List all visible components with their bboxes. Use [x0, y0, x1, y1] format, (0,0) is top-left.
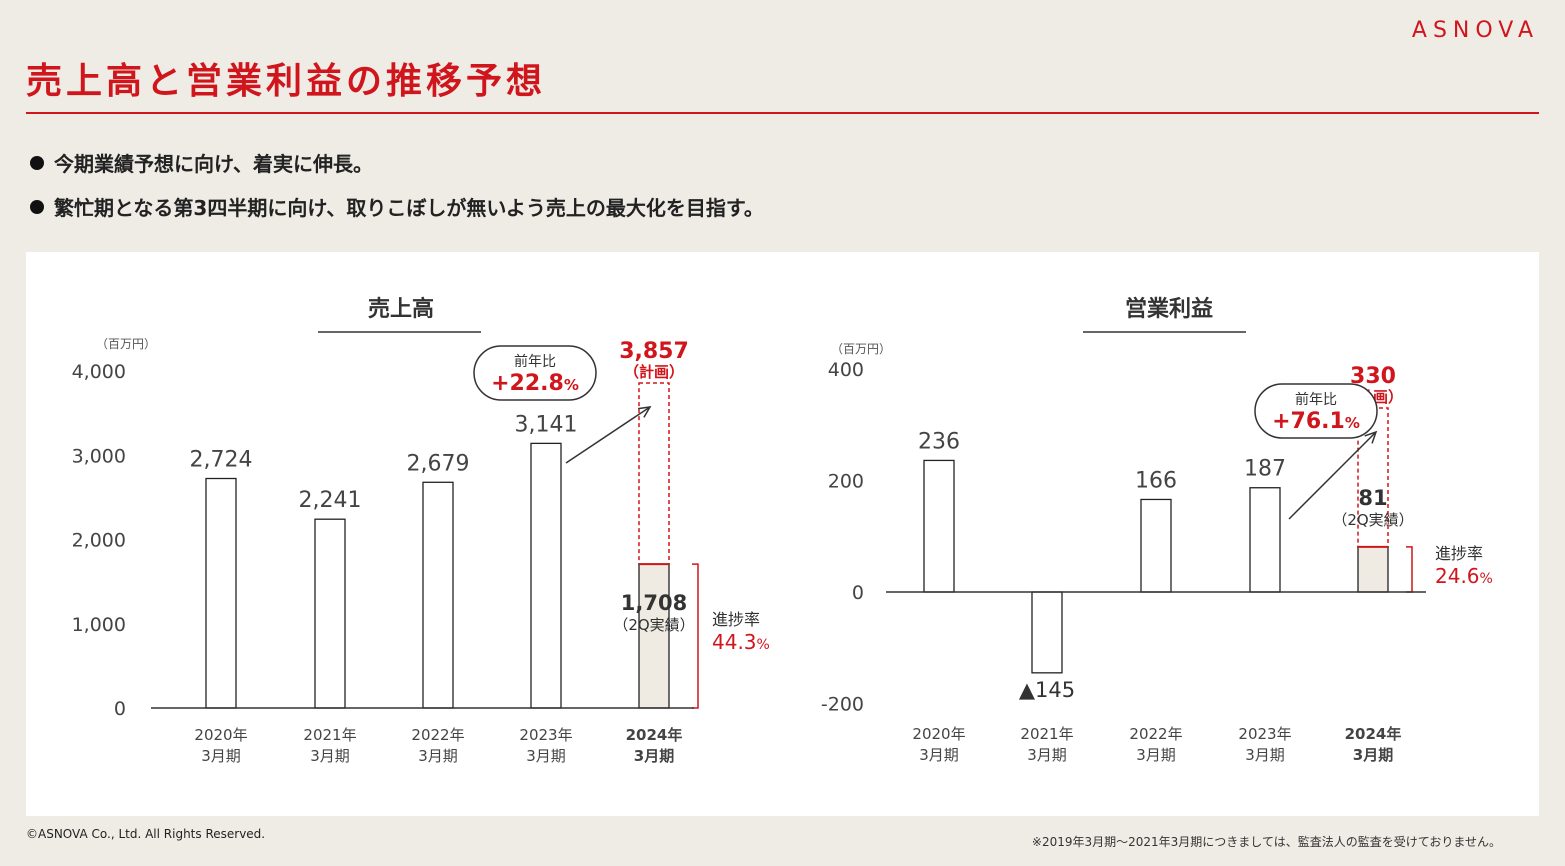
yoy-pill	[473, 345, 597, 401]
bar	[422, 481, 454, 709]
company-logo: ASNOVA	[1411, 18, 1539, 43]
plan-bar	[638, 382, 670, 565]
x-tick-label: 2022年	[1129, 725, 1182, 743]
y-tick-label: 3,000	[72, 445, 126, 467]
bar	[1249, 487, 1281, 593]
charts-svg: 売上高 （百万円） 0 1,000 2,000 3,000 4,000 2,724 2020年 3…	[72, 296, 1493, 765]
data-label: 2,241	[299, 488, 362, 513]
x-tick-label: 3月期	[634, 747, 674, 765]
y-tick-label: -200	[821, 694, 864, 716]
arrow-head-icon	[1364, 430, 1378, 444]
x-tick-label: 3月期	[418, 747, 458, 765]
data-label: ▲145	[1019, 678, 1075, 702]
copyright: ©ASNOVA Co., Ltd. All Rights Reserved.	[26, 827, 266, 841]
actual-bar	[638, 563, 670, 709]
progress-value: 24.6%	[1435, 564, 1493, 588]
x-tick-label: 2021年	[303, 726, 356, 744]
data-label: 166	[1135, 468, 1177, 493]
data-label: 3,141	[515, 412, 578, 437]
yoy-unit: %	[564, 376, 579, 394]
arrow-head-icon	[638, 406, 652, 418]
title-divider	[26, 112, 1539, 114]
y-tick-label: 400	[828, 359, 864, 381]
data-label: 236	[918, 429, 960, 454]
x-tick-label: 3月期	[919, 746, 959, 764]
y-tick-label: 4,000	[72, 361, 126, 383]
progress-label: 進捗率	[1435, 544, 1483, 563]
x-tick-label: 3月期	[1353, 746, 1393, 764]
page-title: 売上高と営業利益の推移予想	[26, 61, 547, 102]
x-tick-label: 2023年	[519, 726, 572, 744]
bar	[205, 477, 237, 709]
y-tick-label: 1,000	[72, 614, 126, 636]
data-label: 2,724	[190, 448, 253, 473]
bullet-icon	[30, 200, 44, 214]
x-tick-label: 2020年	[194, 726, 247, 744]
yoy-number: +22.8	[491, 371, 564, 396]
bar	[314, 518, 346, 709]
bullet-item: 繁忙期となる第3四半期に向け、取りこぼしが無いよう売上の最大化を目指す。	[30, 192, 764, 236]
y-tick-label: 200	[828, 471, 864, 493]
x-tick-label: 2022年	[411, 726, 464, 744]
progress-bracket	[1406, 546, 1413, 593]
growth-arrow-icon	[1288, 431, 1377, 520]
yoy-value: +76.1%	[1272, 409, 1360, 434]
plan-sublabel: （計画）	[624, 363, 684, 381]
progress-label: 進捗率	[712, 610, 760, 629]
x-tick-label: 3月期	[310, 747, 350, 765]
yoy-label: 前年比	[1295, 391, 1337, 408]
audit-note: ※2019年3月期～2021年3月期につきましては、監査法人の監査を受けておりま…	[1031, 835, 1501, 849]
x-tick-label: 3月期	[526, 747, 566, 765]
bar	[1140, 498, 1172, 593]
bullet-icon	[30, 156, 44, 170]
chart-panel: 売上高 （百万円） 0 1,000 2,000 3,000 4,000 2,724 2020年 3…	[26, 252, 1539, 816]
y-tick-label: 0	[852, 582, 864, 604]
progress-unit: %	[1480, 571, 1493, 587]
x-tick-label: 3月期	[1136, 746, 1176, 764]
y-tick-label: 2,000	[72, 530, 126, 552]
x-tick-label: 3月期	[201, 747, 241, 765]
x-tick-label: 2024年	[626, 726, 683, 744]
x-tick-label: 2024年	[1345, 725, 1402, 743]
yoy-label: 前年比	[514, 353, 556, 370]
bullet-item: 今期業績予想に向け、着実に伸長。	[30, 148, 764, 192]
bullet-list: 今期業績予想に向け、着実に伸長。 繁忙期となる第3四半期に向け、取りこぼしが無い…	[30, 148, 764, 236]
progress-value: 44.3%	[712, 630, 770, 654]
growth-arrow-icon	[565, 406, 651, 464]
data-label: 81	[1358, 486, 1387, 510]
plan-label: 3,857	[619, 339, 689, 364]
chart-title: 売上高	[368, 296, 434, 322]
progress-unit: %	[757, 637, 770, 653]
x-tick-label: 3月期	[1245, 746, 1285, 764]
chart-title: 営業利益	[1125, 296, 1213, 322]
unit-label: （百万円）	[831, 342, 891, 356]
progress-number: 24.6	[1435, 564, 1480, 588]
unit-label: （百万円）	[96, 337, 156, 351]
data-label: 2,679	[407, 451, 470, 476]
yoy-pill	[1254, 383, 1378, 439]
actual-bar	[1357, 546, 1389, 593]
actual-sublabel: （2Q実績）	[1332, 511, 1413, 529]
bar	[530, 442, 562, 709]
progress-number: 44.3	[712, 630, 757, 654]
progress-bracket	[692, 563, 699, 709]
bar	[923, 459, 955, 593]
x-tick-label: 2021年	[1020, 725, 1073, 743]
yoy-value: +22.8%	[491, 371, 579, 396]
actual-sublabel: （2Q実績）	[613, 616, 694, 634]
y-tick-label: 0	[114, 698, 126, 720]
data-label: 1,708	[621, 591, 687, 615]
bar	[1031, 591, 1063, 674]
yoy-number: +76.1	[1272, 409, 1345, 434]
yoy-unit: %	[1345, 414, 1360, 432]
x-tick-label: 2023年	[1238, 725, 1291, 743]
x-tick-label: 2020年	[912, 725, 965, 743]
x-tick-label: 3月期	[1027, 746, 1067, 764]
data-label: 187	[1244, 457, 1286, 482]
